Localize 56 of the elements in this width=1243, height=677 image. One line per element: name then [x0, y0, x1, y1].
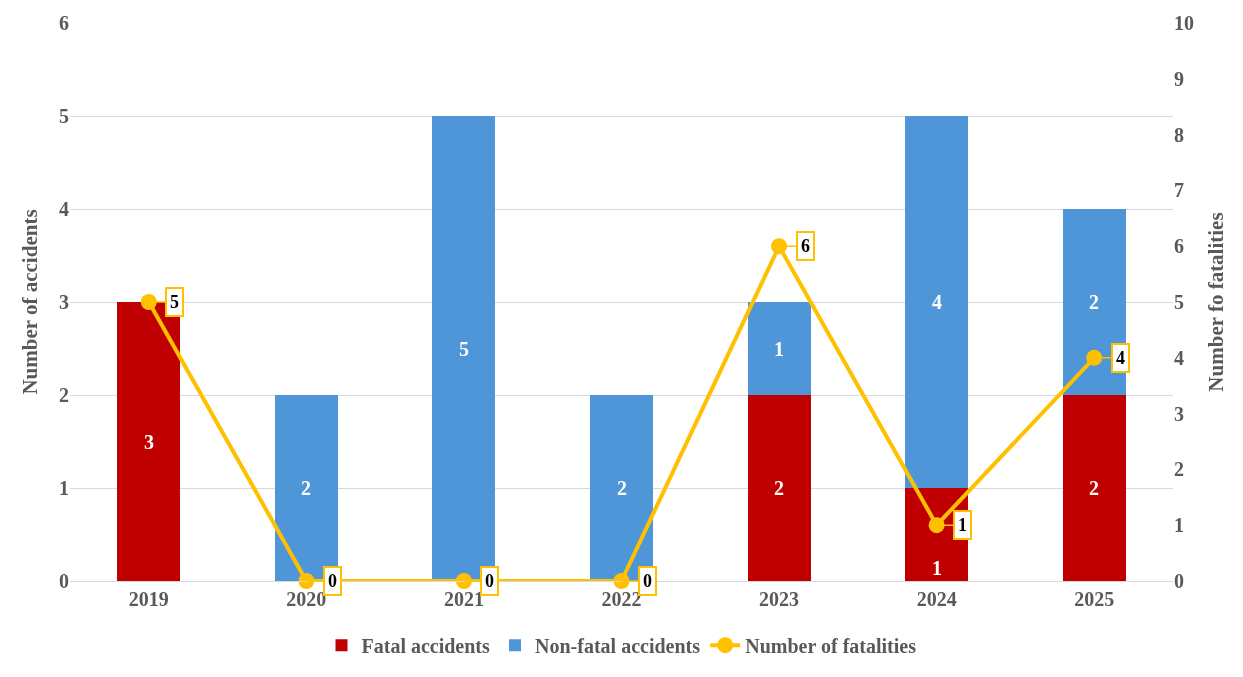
y2-axis-title: Number fo fatalities — [1204, 212, 1229, 392]
data-label: 5 — [459, 338, 469, 360]
y2-tick-label: 1 — [1174, 514, 1184, 537]
bar — [747, 302, 811, 395]
x-tick-label: 2020 — [286, 588, 327, 610]
y-tick-label: 2 — [59, 384, 69, 406]
data-label: 2 — [1089, 291, 1099, 313]
y2-tick-label: 9 — [1174, 67, 1184, 90]
x-tick-label: 2019 — [128, 588, 169, 610]
y2-tick-label: 7 — [1174, 179, 1184, 202]
x-tick-label: 2022 — [601, 588, 642, 610]
data-label: 2 — [617, 477, 627, 499]
data-label: 1 — [932, 557, 942, 579]
y-tick-label: 3 — [59, 291, 69, 313]
y2-tick-label: 2 — [1174, 458, 1184, 481]
y-tick-label: 1 — [59, 477, 69, 499]
point — [140, 294, 157, 310]
data-label: 2 — [301, 477, 311, 499]
y2-tick-label: 3 — [1174, 402, 1184, 425]
y-tick-label: 5 — [59, 105, 69, 127]
data-label: 0 — [643, 571, 652, 591]
y-axis-title: Number of accidents — [18, 209, 43, 395]
data-label: 2 — [774, 477, 784, 499]
legend-label: Fatal accidents — [361, 634, 491, 657]
x-tick-label: 2023 — [759, 588, 800, 610]
legend-label: Number of fatalities — [745, 634, 917, 657]
bar — [905, 116, 969, 488]
bar — [1062, 395, 1126, 581]
y2-tick-label: 8 — [1174, 123, 1184, 146]
data-label: 1 — [958, 515, 967, 535]
data-label: 1 — [774, 338, 784, 360]
data-label: 4 — [932, 291, 942, 313]
x-tick-label: 2021 — [443, 588, 484, 610]
x-tick-label: 2024 — [916, 588, 957, 610]
point — [771, 238, 788, 255]
bar — [747, 395, 811, 581]
y-tick-label: 0 — [59, 570, 69, 592]
point — [928, 517, 945, 534]
data-label: 3 — [144, 431, 154, 453]
data-label: 4 — [1116, 348, 1125, 368]
x-tick-label: 2025 — [1074, 588, 1115, 610]
y2-tick-label: 4 — [1174, 346, 1184, 369]
y2-tick-label: 6 — [1174, 235, 1184, 258]
data-label: 2 — [1089, 477, 1099, 499]
y2-tick-label: 5 — [1174, 291, 1184, 313]
y2-tick-label: 0 — [1174, 570, 1184, 592]
y2-tick-label: 10 — [1174, 12, 1194, 34]
point — [1086, 349, 1103, 366]
data-label: 0 — [328, 571, 337, 591]
bar — [1062, 209, 1126, 395]
y-tick-label: 4 — [59, 198, 69, 220]
data-label: 6 — [801, 236, 810, 256]
data-label: 0 — [485, 571, 494, 591]
y-tick-label: 6 — [59, 12, 69, 34]
data-label: 5 — [170, 292, 179, 312]
legend-label: Non-fatal accidents — [535, 634, 701, 657]
